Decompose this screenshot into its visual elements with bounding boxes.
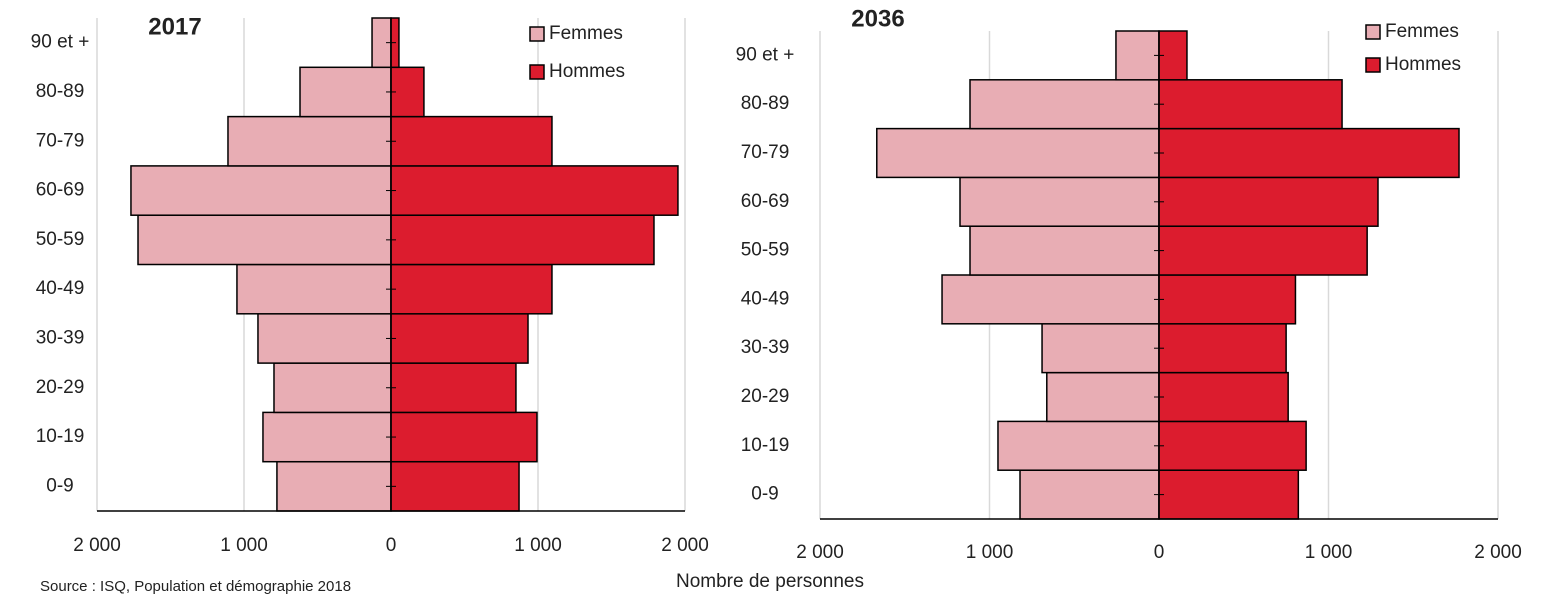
bar — [227, 115, 392, 167]
bar — [390, 165, 679, 216]
y-tick-label: 40-49 — [741, 288, 790, 309]
y-tick-label: 0-9 — [46, 475, 73, 496]
y-tick-label: 70-79 — [741, 142, 790, 163]
bar — [390, 411, 538, 463]
legend-label: Femmes — [549, 23, 623, 44]
y-tick-label: 60-69 — [36, 180, 85, 201]
bar — [390, 214, 655, 266]
bar — [941, 274, 1160, 325]
y-tick-label: 20-29 — [741, 386, 790, 407]
bar — [137, 214, 392, 266]
bar — [1158, 176, 1379, 227]
y-tick-label: 90 et + — [736, 44, 795, 65]
y-tick-label: 70-79 — [36, 130, 85, 151]
y-tick-label: 60-69 — [741, 191, 790, 212]
bar — [959, 176, 1160, 227]
legend-swatch — [1365, 57, 1381, 73]
legend-label: Hommes — [1385, 54, 1461, 75]
bar — [969, 79, 1160, 130]
bar — [130, 165, 392, 216]
legend-swatch — [529, 26, 545, 42]
bar — [390, 66, 425, 118]
bar — [390, 460, 520, 512]
y-tick-label: 10-19 — [741, 435, 790, 456]
x-tick-label: 2 000 — [796, 542, 844, 563]
x-tick-label: 2 000 — [73, 535, 121, 556]
bar — [299, 66, 392, 118]
x-tick-label: 1 000 — [966, 542, 1014, 563]
source: Source : ISQ, Population et démographie … — [40, 578, 351, 594]
x-tick-label: 2 000 — [661, 535, 709, 556]
bar — [1158, 225, 1368, 276]
bar — [1158, 469, 1300, 520]
x-tick-label: 1 000 — [1305, 542, 1353, 563]
x-axis-label: Nombre de personnes — [676, 571, 864, 592]
bar — [1158, 79, 1343, 130]
y-tick-label: 80-89 — [36, 81, 85, 102]
y-tick-label: 30-39 — [36, 327, 85, 348]
y-tick-label: 90 et + — [31, 32, 90, 53]
bar — [1019, 469, 1160, 520]
bar — [236, 263, 392, 315]
bar — [969, 225, 1160, 276]
legend-label: Femmes — [1385, 21, 1459, 42]
y-tick-label: 20-29 — [36, 377, 85, 398]
x-tick-label: 1 000 — [220, 535, 268, 556]
bar — [276, 460, 392, 512]
x-tick-label: 1 000 — [514, 535, 562, 556]
bar — [1158, 323, 1287, 374]
bar — [876, 127, 1160, 179]
bar — [273, 362, 392, 414]
x-tick-label: 2 000 — [1474, 542, 1522, 563]
x-tick-label: 0 — [1154, 542, 1165, 563]
bar — [1115, 30, 1160, 81]
bar — [257, 313, 392, 364]
legend-swatch — [529, 64, 545, 80]
bar — [1046, 371, 1160, 423]
bar — [1158, 371, 1289, 423]
y-tick-label: 80-89 — [741, 93, 790, 114]
bar — [390, 362, 517, 414]
bar — [1158, 274, 1297, 325]
bar — [1158, 420, 1307, 471]
legend-swatch — [1365, 24, 1381, 40]
x-tick-label: 0 — [386, 535, 397, 556]
bar — [390, 115, 553, 167]
y-tick-label: 40-49 — [36, 278, 85, 299]
bar — [390, 263, 553, 315]
y-tick-label: 0-9 — [751, 484, 778, 505]
chart-title: 2036 — [851, 5, 904, 32]
y-tick-label: 10-19 — [36, 426, 85, 447]
bar — [997, 420, 1160, 471]
chart-title: 2017 — [148, 13, 201, 40]
y-tick-label: 30-39 — [741, 337, 790, 358]
bar — [1041, 323, 1160, 374]
y-tick-label: 50-59 — [741, 240, 790, 261]
bar — [262, 411, 392, 463]
legend-label: Hommes — [549, 61, 625, 82]
bar — [1158, 127, 1460, 179]
bar — [390, 313, 529, 364]
y-tick-label: 50-59 — [36, 229, 85, 250]
